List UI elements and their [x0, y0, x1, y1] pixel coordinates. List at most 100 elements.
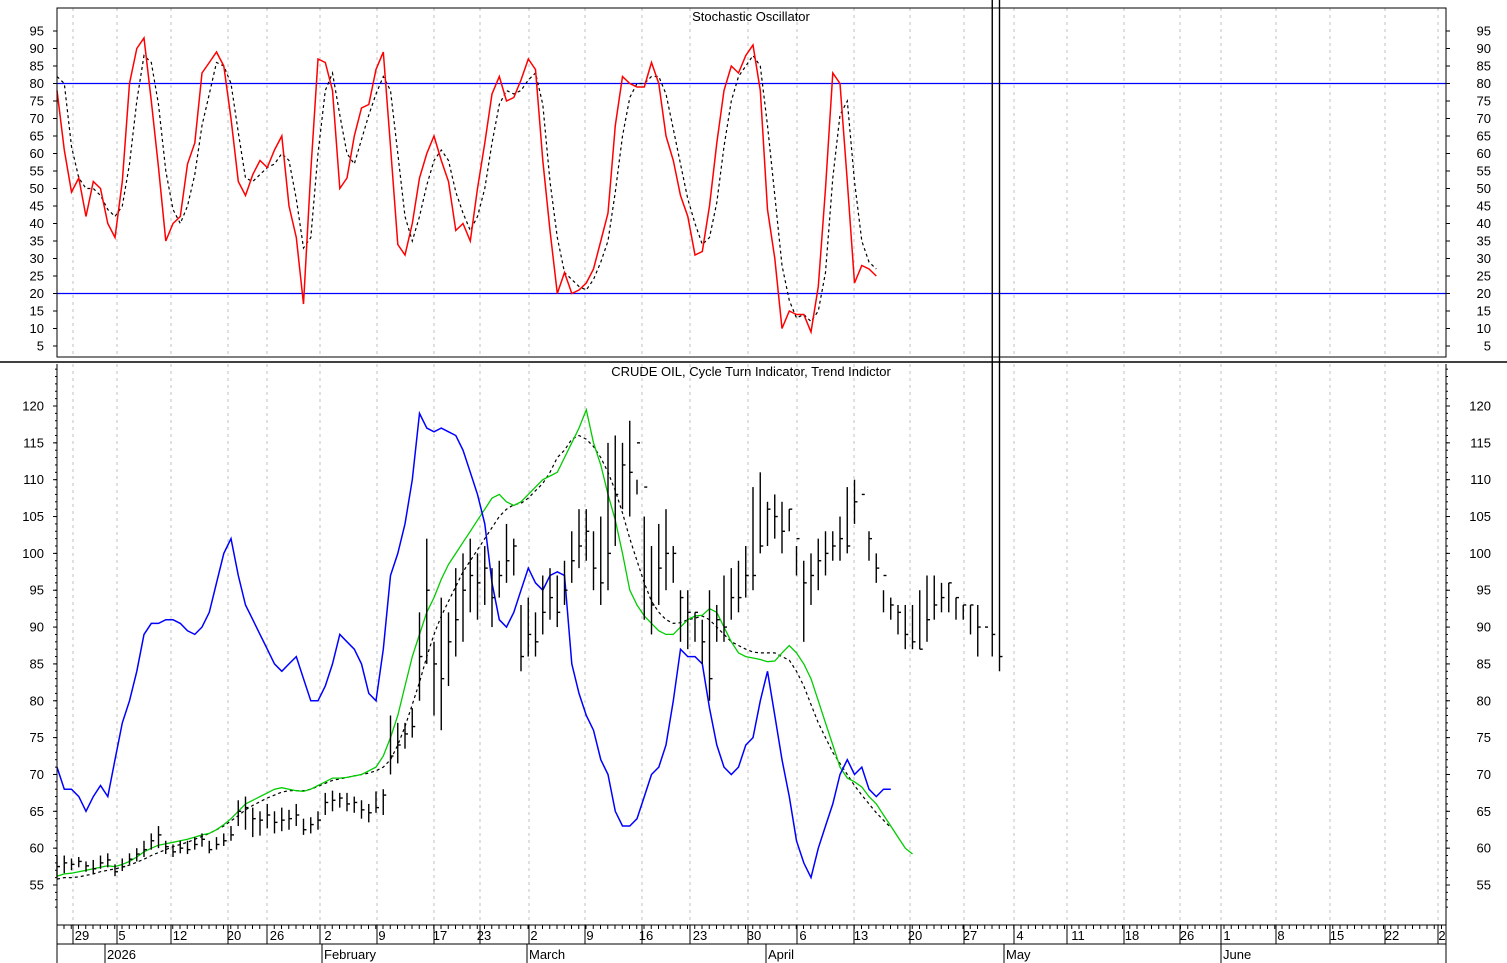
ytick-left: 20 — [30, 286, 44, 301]
price-bar — [897, 604, 901, 635]
ytick-right: 80 — [1477, 76, 1491, 91]
trend-slow-line — [56, 434, 892, 880]
price-bar — [890, 597, 894, 620]
panel1-frame — [56, 7, 1447, 358]
price-bar — [904, 604, 909, 650]
ytick-left: 70 — [30, 767, 44, 782]
ytick-right: 20 — [1477, 286, 1491, 301]
price-bar — [317, 811, 321, 830]
ytick-right: 80 — [1477, 693, 1491, 708]
ytick-left: 95 — [30, 583, 44, 598]
price-bar — [991, 0, 996, 657]
price-bar — [368, 803, 372, 823]
price-bar — [592, 531, 597, 591]
price-bar — [948, 582, 952, 613]
xtick-label: 26 — [270, 928, 284, 943]
price-bar — [745, 546, 749, 598]
price-bar — [534, 612, 539, 657]
price-bar — [658, 523, 662, 605]
price-bar — [136, 848, 140, 862]
xtick-label: 23 — [693, 928, 707, 943]
price-bar — [563, 560, 568, 605]
xtick-label: 15 — [1330, 928, 1344, 943]
price-bar — [549, 568, 553, 620]
stoch-title: Stochastic Oscillator — [692, 9, 810, 24]
ytick-left: 90 — [30, 41, 44, 56]
price-bar — [208, 840, 213, 854]
ytick-right: 35 — [1477, 234, 1491, 249]
ytick-right: 5 — [1484, 339, 1491, 354]
ytick-left: 120 — [22, 399, 44, 414]
ytick-left: 85 — [30, 59, 44, 74]
ytick-left: 55 — [30, 164, 44, 179]
price-bar — [795, 537, 800, 576]
stoch-d-line — [56, 54, 877, 323]
price-bar — [324, 792, 329, 815]
price-bar — [491, 568, 495, 628]
trend-fast-line — [56, 407, 913, 877]
price-bar — [331, 790, 336, 812]
xtick-label: 9 — [586, 928, 593, 943]
ytick-right: 90 — [1477, 620, 1491, 635]
ytick-right: 95 — [1477, 583, 1491, 598]
ytick-left: 80 — [30, 693, 44, 708]
price-bar — [237, 800, 242, 827]
price-bar — [810, 553, 814, 605]
price-bar — [150, 833, 155, 850]
price-bar — [919, 590, 923, 650]
ytick-left: 15 — [30, 304, 44, 319]
xtick-label: 22 — [1385, 928, 1399, 943]
price-bar — [411, 708, 416, 738]
price-bar — [737, 560, 742, 613]
price-bar — [977, 604, 981, 657]
price-bar — [143, 840, 147, 857]
price-bar — [440, 597, 445, 731]
month-label: March — [529, 947, 565, 962]
ytick-right: 65 — [1477, 129, 1491, 144]
xtick-label: 8 — [1277, 928, 1284, 943]
price-bar — [78, 856, 82, 868]
price-bar — [882, 574, 887, 613]
price-bar — [244, 796, 249, 830]
price-bar — [650, 546, 655, 635]
ytick-right: 45 — [1477, 199, 1491, 214]
price-bar — [571, 531, 575, 583]
price-bar — [201, 833, 205, 847]
price-bar — [629, 420, 633, 517]
month-label: February — [324, 947, 377, 962]
xtick-label: 2 — [1438, 928, 1445, 943]
price-bar — [607, 442, 611, 591]
price-bar — [730, 568, 735, 620]
price-bar — [614, 435, 619, 547]
month-label: June — [1223, 947, 1251, 962]
ytick-right: 105 — [1469, 509, 1491, 524]
price-bar — [861, 493, 865, 496]
price-bar — [288, 809, 292, 830]
ytick-right: 95 — [1477, 24, 1491, 39]
ytick-left: 60 — [30, 146, 44, 161]
ytick-left: 110 — [23, 472, 44, 487]
xtick-label: 20 — [227, 928, 241, 943]
price-bar — [70, 858, 75, 871]
stoch-k-line — [56, 35, 877, 335]
ytick-left: 100 — [22, 546, 44, 561]
xtick-label: 20 — [908, 928, 922, 943]
cycle-turn-line — [56, 410, 891, 880]
price-bar — [404, 722, 408, 749]
price-bar — [962, 604, 967, 620]
price-bar — [121, 858, 126, 871]
price-bar — [259, 811, 263, 836]
price-bar — [817, 538, 822, 591]
price-bar — [759, 472, 764, 554]
price-bar — [63, 855, 68, 874]
ytick-right: 85 — [1477, 59, 1491, 74]
price-bar — [302, 818, 307, 835]
ytick-left: 30 — [30, 251, 44, 266]
price-title: CRUDE OIL, Cycle Turn Indicator, Trend I… — [611, 364, 891, 379]
price-bar — [252, 807, 256, 838]
ytick-right: 115 — [1470, 435, 1491, 450]
price-bar — [513, 538, 517, 576]
price-bar — [839, 516, 843, 561]
price-bar — [114, 864, 118, 877]
ytick-left: 80 — [30, 76, 44, 91]
